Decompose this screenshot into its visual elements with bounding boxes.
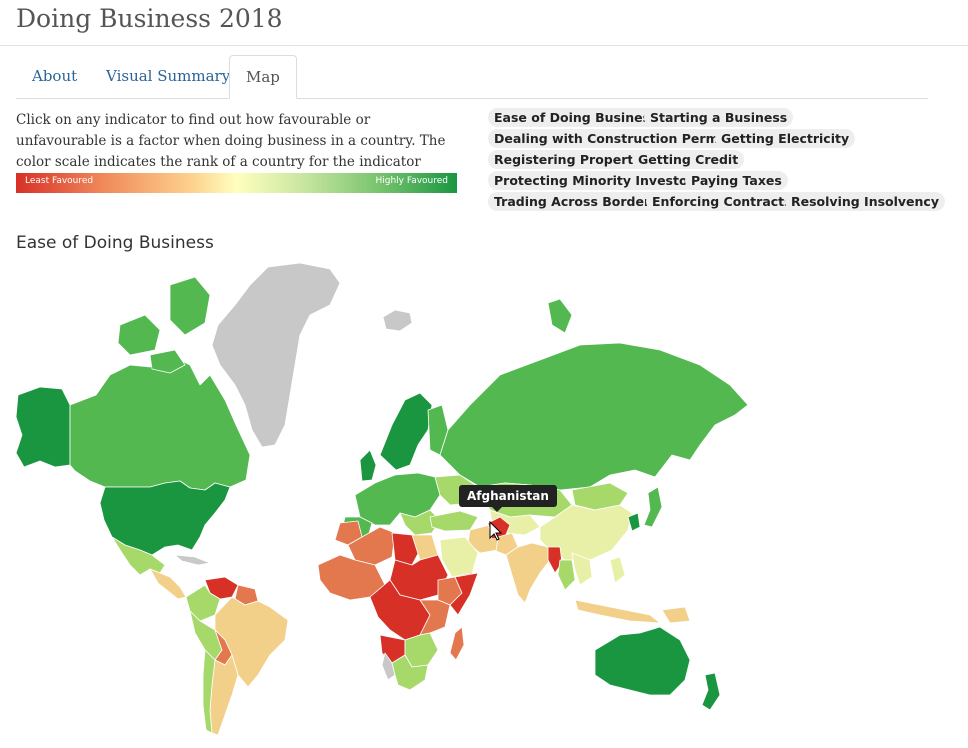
country-philippines[interactable] — [609, 556, 626, 584]
country-russia[interactable] — [439, 342, 749, 491]
country-indochina[interactable] — [571, 552, 593, 586]
country-namibia[interactable] — [381, 652, 396, 681]
country-india[interactable] — [505, 542, 551, 604]
indicator-trading-across-borders[interactable]: Trading Across Borders — [488, 192, 664, 211]
indicator-starting-a-business[interactable]: Starting a Business — [644, 108, 794, 127]
country-libya[interactable] — [391, 532, 421, 566]
scale-high-label: Highly Favoured — [375, 176, 448, 186]
tab-about[interactable]: About — [32, 67, 78, 85]
country-somalia[interactable] — [449, 572, 479, 616]
indicator-getting-credit[interactable]: Getting Credit — [632, 150, 745, 169]
country-novaya-zemlya[interactable] — [547, 298, 573, 334]
country-korea[interactable] — [627, 512, 641, 532]
country-zambia-moz[interactable] — [404, 632, 439, 668]
country-turkey[interactable] — [429, 510, 479, 532]
indicator-minority-investors[interactable]: Protecting Minority Investors — [488, 171, 708, 190]
indicator-enforcing-contracts[interactable]: Enforcing Contracts — [646, 192, 798, 211]
indicator-paying-taxes[interactable]: Paying Taxes — [685, 171, 788, 190]
mouse-cursor-icon — [489, 520, 503, 541]
scale-low-label: Least Favoured — [25, 176, 94, 186]
country-southern-africa[interactable] — [391, 654, 429, 691]
country-central-america[interactable] — [149, 568, 187, 600]
country-chile[interactable] — [202, 649, 216, 734]
app-title: Doing Business 2018 — [16, 4, 283, 33]
country-greenland[interactable] — [211, 262, 341, 448]
country-new-zealand[interactable] — [701, 672, 721, 711]
country-canada[interactable] — [69, 354, 251, 491]
country-canada-islands-3[interactable] — [149, 349, 186, 374]
country-canada-islands-2[interactable] — [117, 314, 161, 356]
indicator-getting-electricity[interactable]: Getting Electricity — [715, 129, 856, 148]
country-indonesia[interactable] — [574, 599, 661, 624]
country-scandinavia[interactable] — [379, 392, 433, 471]
tab-bar: About Visual Summary Map — [16, 55, 928, 99]
country-thailand[interactable] — [557, 559, 576, 591]
tab-visual-summary[interactable]: Visual Summary — [106, 67, 231, 85]
country-tooltip: Afghanistan — [459, 485, 557, 512]
indicator-ease-of-doing-business[interactable]: Ease of Doing Business — [488, 108, 664, 127]
map-title: Ease of Doing Business — [16, 233, 214, 253]
tab-map[interactable]: Map — [229, 55, 297, 99]
country-australia[interactable] — [594, 626, 691, 696]
country-madagascar[interactable] — [449, 626, 465, 661]
country-uk[interactable] — [359, 449, 377, 482]
country-iceland[interactable] — [382, 309, 413, 332]
country-japan[interactable] — [643, 486, 663, 528]
country-alaska[interactable] — [15, 386, 71, 468]
indicator-construction-permits[interactable]: Dealing with Construction Permits — [488, 129, 743, 148]
header: Doing Business 2018 — [0, 0, 968, 46]
indicator-registering-property[interactable]: Registering Property — [488, 150, 648, 169]
country-canada-islands[interactable] — [169, 276, 211, 336]
color-scale-legend: Least Favoured Highly Favoured — [16, 173, 457, 193]
country-east-africa[interactable] — [419, 599, 451, 636]
country-png[interactable] — [661, 606, 691, 624]
world-map — [15, 262, 749, 736]
indicator-resolving-insolvency[interactable]: Resolving Insolvency — [785, 192, 945, 211]
country-cuba[interactable] — [174, 554, 211, 566]
country-myanmar[interactable] — [547, 546, 563, 574]
